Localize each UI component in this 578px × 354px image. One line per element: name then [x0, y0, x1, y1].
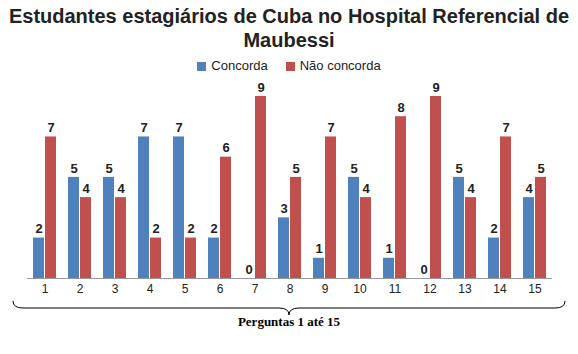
html-text:Perguntas 1 até 15: Perguntas 1 até 15 — [237, 314, 341, 329]
svg-text:5: 5 — [105, 161, 112, 176]
svg-text:13: 13 — [458, 282, 472, 296]
svg-text:7: 7 — [252, 282, 259, 296]
svg-text:5: 5 — [292, 161, 299, 176]
svg-text:1: 1 — [385, 241, 392, 256]
html-text:Não concorda: Não concorda — [299, 57, 381, 73]
svg-text:10: 10 — [353, 282, 367, 296]
html-text:Estudantes estagiários de Cuba: Estudantes estagiários de Cuba no Hospit… — [8, 5, 570, 51]
svg-text:11: 11 — [389, 282, 402, 296]
svg-text:2: 2 — [210, 221, 217, 236]
svg-text:4: 4 — [525, 181, 533, 196]
html-text:Concorda: Concorda — [211, 57, 268, 73]
svg-text:6: 6 — [217, 282, 224, 296]
svg-text:9: 9 — [257, 80, 264, 95]
svg-text:8: 8 — [397, 100, 404, 115]
svg-text:9: 9 — [322, 282, 329, 296]
svg-text:4: 4 — [82, 181, 90, 196]
svg-text:9: 9 — [432, 80, 439, 95]
svg-text:4: 4 — [467, 181, 475, 196]
svg-text:3: 3 — [112, 282, 119, 296]
svg-text:7: 7 — [502, 120, 509, 135]
svg-text:0: 0 — [245, 262, 252, 277]
svg-text:5: 5 — [350, 161, 357, 176]
svg-text:7: 7 — [175, 120, 182, 135]
svg-text:2: 2 — [77, 282, 84, 296]
svg-text:2: 2 — [187, 221, 194, 236]
svg-text:7: 7 — [327, 120, 334, 135]
svg-text:6: 6 — [222, 140, 229, 155]
svg-text:4: 4 — [117, 181, 125, 196]
svg-text:5: 5 — [537, 161, 544, 176]
svg-text:14: 14 — [493, 282, 507, 296]
svg-text:5: 5 — [455, 161, 462, 176]
svg-text:8: 8 — [287, 282, 294, 296]
svg-text:5: 5 — [70, 161, 77, 176]
svg-text:2: 2 — [152, 221, 159, 236]
svg-text:2: 2 — [490, 221, 497, 236]
svg-text:1: 1 — [315, 241, 322, 256]
svg-text:5: 5 — [182, 282, 189, 296]
svg-text:7: 7 — [47, 120, 54, 135]
svg-text:0: 0 — [420, 262, 427, 277]
svg-text:7: 7 — [140, 120, 147, 135]
svg-text:3: 3 — [280, 201, 287, 216]
svg-text:4: 4 — [362, 181, 370, 196]
svg-text:4: 4 — [147, 282, 154, 296]
svg-text:12: 12 — [423, 282, 437, 296]
svg-text:15: 15 — [528, 282, 542, 296]
svg-text:2: 2 — [35, 221, 42, 236]
svg-text:1: 1 — [42, 282, 49, 296]
